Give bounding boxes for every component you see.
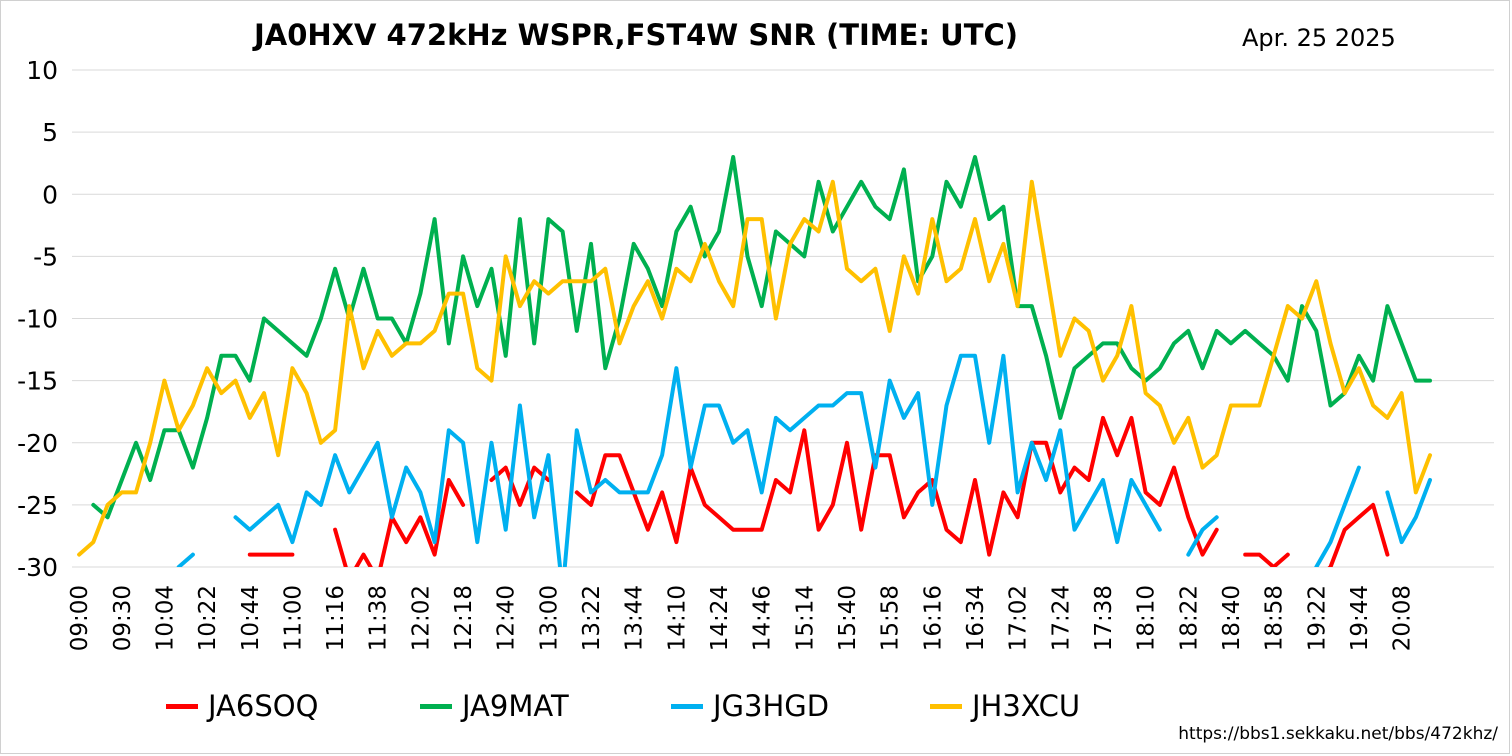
x-tick-label: 11:16 xyxy=(323,585,349,651)
legend-label-jh3xcu: JH3XCU xyxy=(972,689,1081,723)
series-line-ja6soq xyxy=(1243,552,1290,567)
legend-swatch-jh3xcu xyxy=(930,703,962,709)
grid-layer xyxy=(72,69,1494,568)
series-line-ja6soq xyxy=(1327,502,1390,567)
legend-item-jh3xcu: JH3XCU xyxy=(930,686,1080,726)
x-tick-label: 20:08 xyxy=(1390,585,1416,651)
y-tick-label: -5 xyxy=(33,242,58,271)
legend-item-ja9mat: JA9MAT xyxy=(420,686,569,726)
series-line-jg3hgd xyxy=(176,552,195,567)
legend-swatch-ja9mat xyxy=(420,703,452,709)
legend-label-jg3hgd: JG3HGD xyxy=(713,689,830,723)
chart-title: JA0HXV 472kHz WSPR,FST4W SNR (TIME: UTC) xyxy=(253,18,1019,52)
legend-item-ja6soq: JA6SOQ xyxy=(166,686,318,726)
legend-label-ja9mat: JA9MAT xyxy=(462,689,569,723)
series-line-jg3hgd xyxy=(1385,478,1432,545)
legend-swatch-ja6soq xyxy=(166,703,198,709)
x-tick-label: 16:34 xyxy=(963,585,989,651)
x-tick-label: 09:30 xyxy=(110,585,136,651)
x-tick-label: 11:38 xyxy=(366,585,392,651)
series-line-ja6soq xyxy=(489,465,551,507)
series-line-jg3hgd xyxy=(233,353,1162,567)
chart-plot: 10 5 0 -5 -10 -15 -20 -25 -30 09:00 09:30 10:04 10:… xyxy=(17,56,1494,651)
series-layer xyxy=(77,155,1432,567)
y-axis-ticks: 10 5 0 -5 -10 -15 -20 -25 -30 xyxy=(17,56,58,582)
x-tick-label: 15:14 xyxy=(792,585,818,651)
y-tick-label: -25 xyxy=(17,491,58,520)
x-tick-label: 13:00 xyxy=(536,585,562,651)
series-line-jg3hgd xyxy=(1186,515,1219,557)
y-tick-label: -10 xyxy=(17,305,58,334)
x-tick-label: 19:44 xyxy=(1347,585,1373,651)
x-tick-label: 10:22 xyxy=(195,585,221,651)
x-tick-label: 12:40 xyxy=(494,585,520,651)
x-tick-label: 09:00 xyxy=(67,585,93,651)
series-line-jg3hgd xyxy=(1314,465,1361,567)
source-url: https://bbs1.sekkaku.net/bbs/472khz/ xyxy=(1178,724,1498,744)
series-line-ja9mat xyxy=(91,155,1432,520)
x-tick-label: 13:22 xyxy=(579,585,605,651)
legend-item-jg3hgd: JG3HGD xyxy=(671,686,829,726)
x-tick-label: 14:10 xyxy=(664,585,690,651)
x-tick-label: 10:44 xyxy=(238,585,264,651)
y-tick-label: 10 xyxy=(26,56,58,85)
x-tick-label: 19:22 xyxy=(1304,585,1330,651)
chart-date: Apr. 25 2025 xyxy=(1242,24,1396,52)
x-tick-label: 15:58 xyxy=(878,585,904,651)
x-tick-label: 12:18 xyxy=(451,585,477,651)
x-tick-label: 14:24 xyxy=(707,585,733,651)
legend: JA6SOQ JA9MAT JG3HGD JH3XCU xyxy=(0,686,1512,726)
y-tick-label: 0 xyxy=(42,180,58,209)
x-tick-label: 10:04 xyxy=(152,585,178,651)
series-line-ja6soq xyxy=(333,478,466,567)
y-tick-label: -20 xyxy=(17,429,58,458)
x-tick-label: 18:10 xyxy=(1134,585,1160,651)
x-tick-label: 17:24 xyxy=(1048,585,1074,651)
x-tick-label: 14:46 xyxy=(750,585,776,651)
x-tick-label: 15:40 xyxy=(835,585,861,651)
y-tick-label: 5 xyxy=(42,118,58,147)
y-tick-label: -15 xyxy=(17,367,58,396)
series-line-ja6soq xyxy=(574,415,1219,557)
x-tick-label: 18:58 xyxy=(1262,585,1288,651)
x-tick-label: 16:16 xyxy=(920,585,946,651)
y-tick-label: -30 xyxy=(17,553,58,582)
x-tick-label: 18:40 xyxy=(1219,585,1245,651)
x-tick-label: 17:02 xyxy=(1006,585,1032,651)
x-tick-label: 13:44 xyxy=(622,585,648,651)
x-tick-label: 11:00 xyxy=(280,585,306,651)
x-tick-label: 12:02 xyxy=(408,585,434,651)
x-axis-ticks: 09:00 09:30 10:04 10:22 10:44 11:00 11:16 11:38… xyxy=(67,585,1415,651)
x-tick-label: 17:38 xyxy=(1091,585,1117,651)
legend-swatch-jg3hgd xyxy=(671,703,703,709)
legend-label-ja6soq: JA6SOQ xyxy=(208,689,319,723)
series-line-jh3xcu xyxy=(77,179,1432,557)
x-tick-label: 18:22 xyxy=(1176,585,1202,651)
